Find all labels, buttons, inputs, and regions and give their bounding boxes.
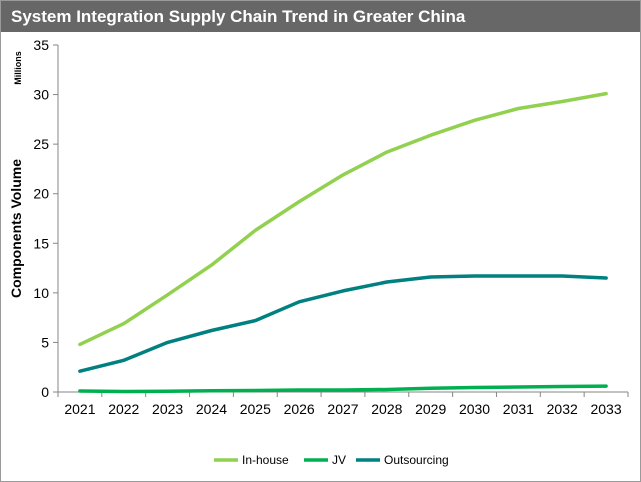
x-tick-label: 2032 bbox=[547, 401, 578, 417]
x-tick-label: 2027 bbox=[327, 401, 358, 417]
series-line-in-house bbox=[78, 91, 608, 347]
series-line-jv bbox=[78, 384, 608, 394]
y-tick-label: 30 bbox=[33, 87, 49, 103]
x-tick-label: 2026 bbox=[284, 401, 315, 417]
x-tick-label: 2023 bbox=[152, 401, 183, 417]
x-tick-labels: 2021 2022 2023 2024 2025 2026 2027 2028 2029 2030… bbox=[64, 401, 622, 417]
series-group bbox=[78, 91, 608, 394]
legend: In-house JV Outsourcing bbox=[214, 453, 449, 467]
x-tick-label: 2031 bbox=[503, 401, 534, 417]
legend-label-outsourcing: Outsourcing bbox=[384, 453, 449, 467]
y-tick-label: 0 bbox=[41, 384, 49, 400]
x-tick-label: 2029 bbox=[415, 401, 446, 417]
chart-title: System Integration Supply Chain Trend in… bbox=[11, 7, 466, 26]
y-axis-units: Millions bbox=[13, 51, 23, 85]
x-tick-label: 2030 bbox=[459, 401, 490, 417]
legend-label-jv: JV bbox=[332, 453, 346, 467]
x-tick-label: 2022 bbox=[108, 401, 139, 417]
x-tick-label: 2028 bbox=[371, 401, 402, 417]
series-line-outsourcing bbox=[78, 274, 608, 373]
x-tick-label: 2033 bbox=[590, 401, 621, 417]
title-bar: System Integration Supply Chain Trend in… bbox=[1, 1, 640, 32]
legend-label-in-house: In-house bbox=[242, 453, 289, 467]
x-tick-label: 2024 bbox=[196, 401, 227, 417]
y-tick-label: 15 bbox=[33, 235, 49, 251]
x-tick-label: 2021 bbox=[64, 401, 95, 417]
y-axis-label: Components Volume bbox=[8, 159, 24, 298]
y-tick-label: 10 bbox=[33, 285, 49, 301]
y-tick-label: 5 bbox=[41, 334, 49, 350]
y-tick-label: 25 bbox=[33, 136, 49, 152]
y-tick-labels: 0 5 10 15 20 25 30 35 bbox=[33, 37, 49, 400]
x-tick-label: 2025 bbox=[240, 401, 271, 417]
axes bbox=[53, 44, 629, 397]
y-tick-label: 20 bbox=[33, 186, 49, 202]
y-tick-label: 35 bbox=[33, 37, 49, 53]
